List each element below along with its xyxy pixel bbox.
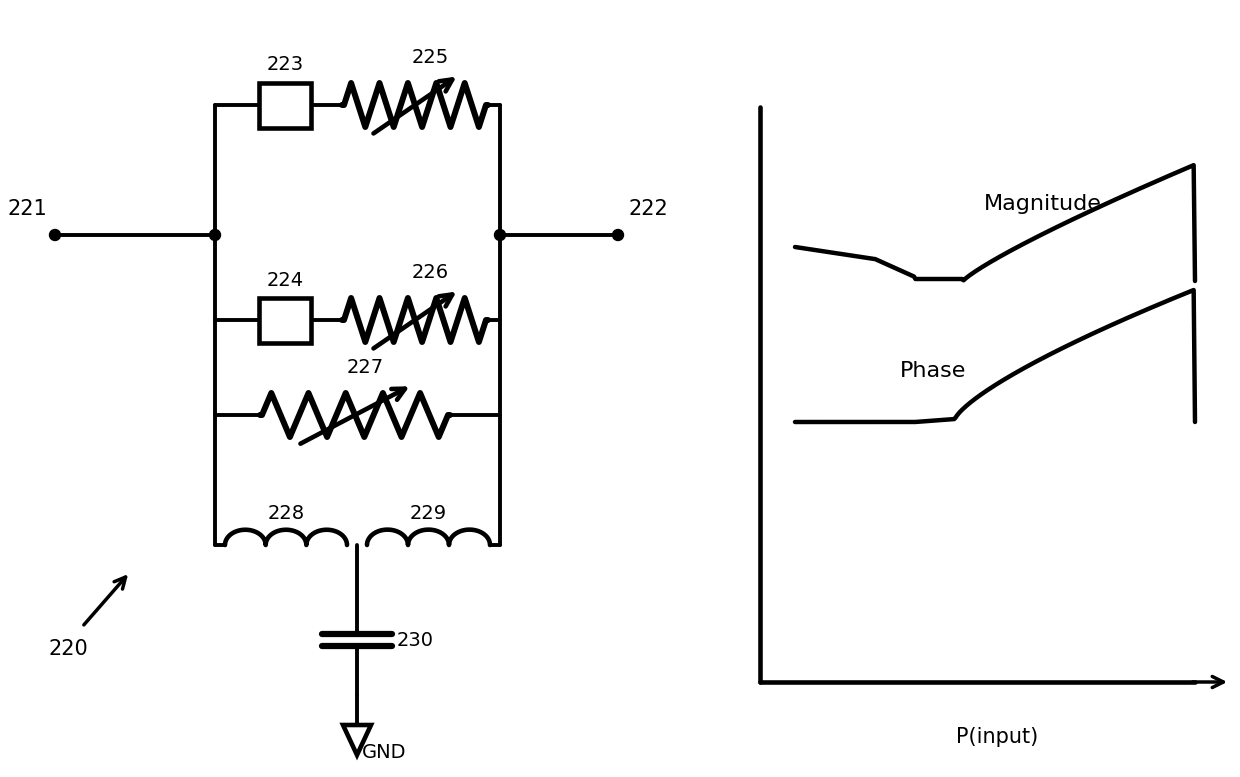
Text: 229: 229 xyxy=(410,504,448,523)
Text: 224: 224 xyxy=(267,270,304,290)
Text: 223: 223 xyxy=(267,55,304,75)
Text: Magnitude: Magnitude xyxy=(985,194,1102,214)
Text: 228: 228 xyxy=(268,504,305,523)
Text: 222: 222 xyxy=(627,199,668,219)
Text: GND: GND xyxy=(362,743,407,762)
Text: 221: 221 xyxy=(7,199,47,219)
Circle shape xyxy=(495,229,506,241)
Circle shape xyxy=(613,229,624,241)
Polygon shape xyxy=(343,725,371,755)
Text: 227: 227 xyxy=(346,358,383,377)
Bar xyxy=(259,82,311,127)
Text: P(input): P(input) xyxy=(956,727,1039,747)
Bar xyxy=(259,298,311,343)
Text: 225: 225 xyxy=(412,48,449,67)
Text: 226: 226 xyxy=(412,263,449,282)
Circle shape xyxy=(50,229,61,241)
Circle shape xyxy=(210,229,221,241)
Text: Phase: Phase xyxy=(900,361,966,381)
Text: 230: 230 xyxy=(397,630,434,650)
Text: 220: 220 xyxy=(48,639,88,659)
